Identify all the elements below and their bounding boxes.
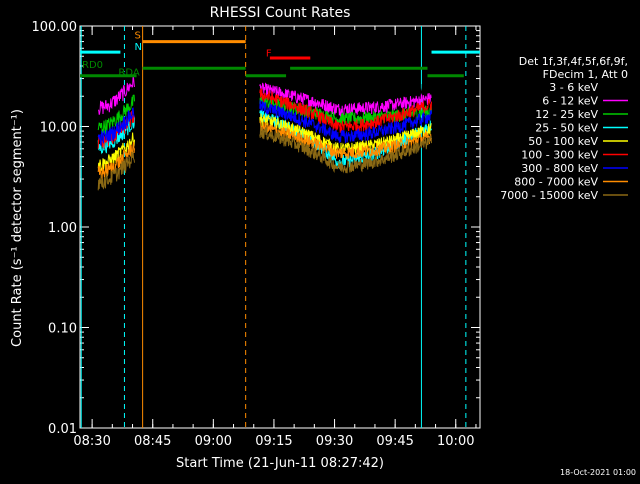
y-tick-label: 10.00 [40,121,77,136]
series-trace [97,151,135,191]
series-trace [97,57,135,93]
legend-label: 6 - 12 keV [542,95,598,108]
legend-label: 50 - 100 keV [528,135,598,148]
series-trace [97,75,135,115]
x-tick-label: 10:00 [437,434,474,449]
series-trace [259,82,432,118]
x-tick-label: 08:45 [134,434,171,449]
y-tick-label: 0.10 [48,322,77,337]
legend-label: 12 - 25 keV [535,108,598,121]
flag-annotation: RDA [118,68,139,79]
series-trace [97,107,135,146]
legend-label: 300 - 800 keV [521,162,598,175]
x-tick-label: 09:30 [316,434,353,449]
series-trace [259,73,432,104]
x-tick-label: 09:45 [376,434,413,449]
flag-annotation: F [266,48,272,59]
legend-label: 800 - 7000 keV [514,176,598,189]
plot-area: 0.01 0.10 1.00 10.00 100.00 08:30 08:45 09:00 09… [32,20,481,449]
y-tick-label: 100.00 [32,20,78,35]
legend-label: 100 - 300 keV [521,149,598,162]
flag-annotation: RD0 [82,60,103,71]
flag-annotation: S [135,31,141,42]
x-tick-label: 08:30 [73,434,110,449]
series-trace [259,87,432,134]
series-trace [259,113,432,156]
series-trace [97,141,135,180]
flag-annotation: N [135,42,142,53]
legend-label: 25 - 50 keV [535,122,598,135]
series-trace [259,126,432,174]
legend-label: 7000 - 15000 keV [500,189,598,202]
legend-header-decimation: FDecim 1, Att 0 [543,68,628,81]
series-trace [259,100,432,144]
x-tick-label: 09:15 [255,434,292,449]
chart-title: RHESSI Count Rates [210,5,351,21]
legend-label: 3 - 6 keV [549,81,598,94]
x-tick-label: 09:00 [195,434,232,449]
y-axis-label: Count Rate (s⁻¹ detector segment⁻¹) [10,109,25,347]
legend-header-detectors: Det 1f,3f,4f,5f,6f,9f, [519,55,628,68]
y-tick-label: 0.01 [48,422,77,437]
y-tick-label: 1.00 [48,221,77,236]
x-axis-label: Start Time (21-Jun-11 08:27:42) [176,456,384,471]
footer-timestamp: 18-Oct-2021 01:00 [560,468,636,477]
